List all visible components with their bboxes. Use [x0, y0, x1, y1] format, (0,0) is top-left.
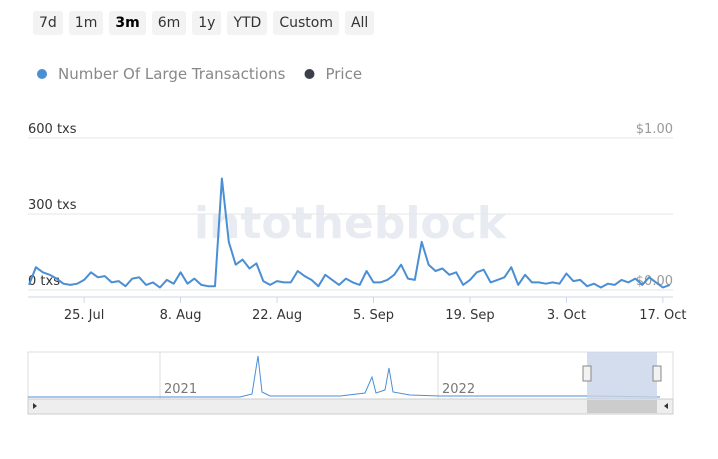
range-button[interactable]: YTD — [227, 11, 268, 35]
series-line — [28, 177, 671, 289]
range-button[interactable]: 6m — [151, 11, 187, 35]
y2-tick-label: $1.00 — [636, 122, 673, 137]
scrollbar-thumb[interactable] — [587, 400, 657, 413]
navigator-handle[interactable] — [582, 365, 592, 382]
range-button[interactable]: Custom — [273, 11, 339, 35]
x-tick-label: 22. Aug — [252, 308, 302, 323]
y-tick-label: 600 txs — [28, 122, 77, 137]
navigator-selection[interactable] — [587, 352, 657, 399]
x-tick-label: 5. Sep — [353, 308, 394, 323]
navigator-label: 2022 — [442, 382, 475, 397]
y-tick-label: 300 txs — [28, 198, 77, 213]
x-tick-label: 17. Oct — [639, 308, 686, 323]
navigator-label: 2021 — [164, 382, 197, 397]
navigator — [27, 351, 674, 400]
legend-label[interactable]: Price — [325, 65, 362, 83]
x-tick-label: 3. Oct — [547, 308, 586, 323]
range-button[interactable]: 1y — [192, 11, 222, 35]
legend-label[interactable]: Number Of Large Transactions — [58, 65, 286, 83]
legend-marker[interactable] — [304, 69, 315, 79]
range-button[interactable]: 7d — [33, 11, 63, 35]
legend-marker[interactable] — [37, 69, 47, 79]
y-tick-label: 0 txs — [28, 274, 60, 289]
x-tick-label: 8. Aug — [160, 308, 202, 323]
x-tick-label: 19. Sep — [445, 308, 494, 323]
watermark: intotheblock — [194, 198, 508, 249]
range-button[interactable]: 1m — [68, 11, 104, 35]
range-button[interactable]: All — [344, 11, 375, 35]
navigator-handle[interactable] — [652, 365, 662, 382]
scrollbar[interactable] — [27, 398, 674, 415]
navigator-line — [28, 355, 661, 398]
range-button[interactable]: 3m — [109, 11, 146, 35]
x-tick-label: 25. Jul — [64, 308, 105, 323]
range-selector: 7d 1m 3m 6m 1y YTD Custom All — [33, 11, 375, 35]
